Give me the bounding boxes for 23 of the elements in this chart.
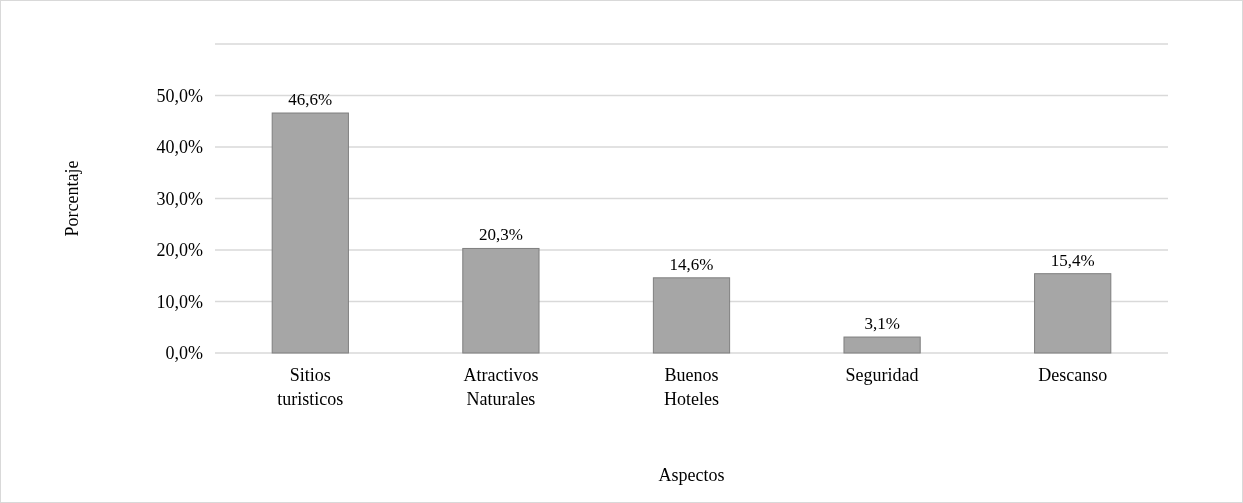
data-label: 14,6% (669, 254, 714, 274)
y-tick-label: 0,0% (165, 343, 203, 364)
x-tick-label: Sitios turisticos (277, 365, 344, 409)
x-axis-title: Aspectos (658, 465, 725, 485)
data-label: 46,6% (288, 90, 333, 110)
y-tick-label: 30,0% (156, 188, 203, 209)
data-label: 15,4% (1050, 250, 1095, 270)
bar (462, 247, 540, 354)
bar (1034, 273, 1112, 354)
x-tick-label: Descanso (1038, 365, 1108, 385)
bar (652, 277, 731, 354)
bar (843, 336, 921, 354)
x-tick-label: Buenos Hoteles (664, 365, 719, 409)
y-tick-label: 50,0% (156, 85, 203, 106)
y-axis-title: Porcentaje (62, 160, 82, 237)
x-tick-label: Seguridad (845, 365, 919, 385)
data-label: 3,1% (864, 314, 900, 334)
y-tick-label: 20,0% (156, 240, 203, 261)
bar (271, 112, 349, 354)
data-label: 20,3% (478, 225, 523, 245)
y-tick-label: 40,0% (156, 137, 203, 158)
x-tick-label: Atractivos Naturales (463, 365, 539, 409)
y-tick-label: 10,0% (156, 291, 203, 312)
